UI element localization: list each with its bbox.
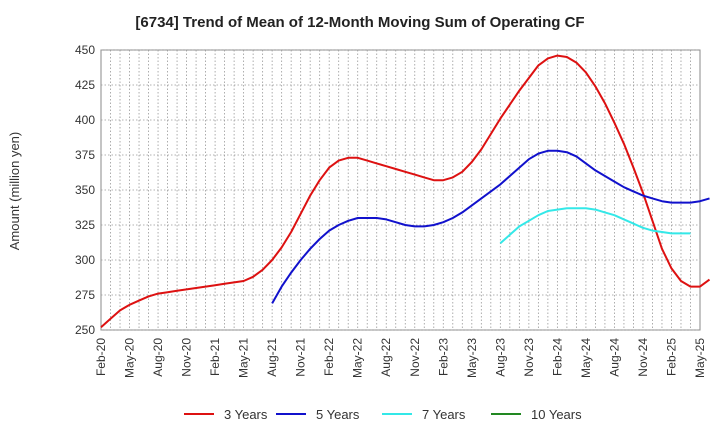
- x-tick-label: Nov-21: [294, 338, 308, 377]
- x-tick-label: Feb-22: [322, 338, 336, 376]
- legend-label-5-years: 5 Years: [316, 407, 360, 422]
- x-tick-label: May-22: [351, 338, 365, 378]
- x-axis: Feb-20 May-20 Aug-20 Nov-20 Feb-21 May-21 Aug-…: [94, 338, 707, 378]
- x-tick-label: Feb-24: [550, 338, 564, 376]
- y-tick-label: 300: [75, 253, 95, 267]
- x-tick-label: May-23: [465, 338, 479, 378]
- legend-label-3-years: 3 Years: [224, 407, 268, 422]
- series-line-7-years: [499, 207, 691, 244]
- x-tick-label: Aug-21: [265, 338, 279, 377]
- x-tick-label: Nov-24: [636, 338, 650, 377]
- y-tick-label: 400: [75, 113, 95, 127]
- y-tick-label: 450: [75, 43, 95, 57]
- y-tick-label: 250: [75, 323, 95, 337]
- x-tick-label: Aug-20: [151, 338, 165, 377]
- x-tick-label: Nov-20: [180, 338, 194, 377]
- x-tick-label: Feb-25: [664, 338, 678, 376]
- y-tick-label: 375: [75, 148, 95, 162]
- legend: 3 Years 5 Years 7 Years 10 Years: [184, 407, 582, 422]
- x-tick-label: Nov-22: [408, 338, 422, 377]
- x-tick-label: Feb-23: [436, 338, 450, 376]
- series-line-3-years: [100, 54, 711, 328]
- x-tick-label: Aug-22: [379, 338, 393, 377]
- y-tick-label: 325: [75, 218, 95, 232]
- x-tick-label: Aug-24: [607, 338, 621, 377]
- x-tick-label: May-25: [693, 338, 707, 378]
- x-tick-label: May-20: [123, 338, 137, 378]
- series-lines: [100, 54, 711, 328]
- x-tick-label: Feb-21: [208, 338, 222, 376]
- y-axis: 250 275 300 325 350 375 400 425 450: [75, 43, 95, 337]
- x-tick-label: Nov-23: [522, 338, 536, 377]
- y-tick-label: 350: [75, 183, 95, 197]
- x-tick-label: Aug-23: [493, 338, 507, 377]
- x-tick-label: May-21: [237, 338, 251, 378]
- legend-label-10-years: 10 Years: [531, 407, 582, 422]
- chart-title: [6734] Trend of Mean of 12-Month Moving …: [135, 14, 584, 31]
- y-tick-label: 275: [75, 288, 95, 302]
- legend-label-7-years: 7 Years: [422, 407, 466, 422]
- series-line-5-years: [271, 149, 710, 304]
- grid: [101, 49, 700, 331]
- x-tick-label: May-24: [579, 338, 593, 378]
- x-tick-label: Feb-20: [94, 338, 108, 376]
- y-tick-label: 425: [75, 78, 95, 92]
- y-axis-label: Amount (million yen): [7, 132, 22, 251]
